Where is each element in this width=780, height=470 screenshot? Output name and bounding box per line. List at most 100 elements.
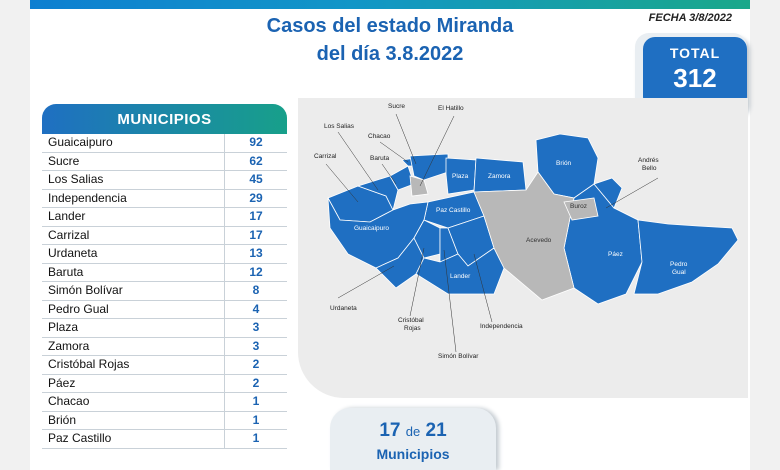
region-pedro-gual [633, 219, 739, 295]
region-acevedo [473, 171, 575, 301]
map-label-andres-bello-1: Andrés [638, 157, 659, 164]
map-panel: Sucre El Hatillo Los Salias Chacao Carri… [298, 98, 748, 398]
map-label-urdaneta: Urdaneta [330, 305, 357, 312]
municipio-cases: 17 [249, 227, 263, 242]
municipio-cases: 62 [249, 153, 263, 168]
table-row: Sucre 62 [42, 152, 287, 171]
municipio-cases: 2 [252, 375, 260, 390]
municipio-cases: 13 [249, 246, 263, 260]
count-label: Municipios [376, 446, 450, 462]
municipios-table: MUNICIPIOS Guaicaipuro 92 Sucre 62 Los Salia… [42, 104, 287, 449]
municipio-cases: 1 [252, 431, 260, 445]
municipio-cases: 3 [252, 320, 260, 334]
region-andres-bello [593, 177, 623, 209]
municipio-cases: 3 [252, 338, 260, 353]
table-row: Zamora 3 [42, 337, 287, 356]
municipio-cases: 1 [252, 412, 260, 427]
table-row: Baruta 12 [42, 263, 287, 282]
map-label-chacao: Chacao [368, 133, 391, 140]
table-row: Cristóbal Rojas 2 [42, 356, 287, 375]
map-label-plaza: Plaza [452, 173, 469, 180]
municipio-cases: 4 [252, 301, 260, 316]
map-label-el-hatillo: El Hatillo [438, 105, 464, 112]
map-label-brion: Brión [556, 160, 572, 167]
table-row: Paz Castillo 1 [42, 430, 287, 449]
municipio-cases: 2 [252, 357, 260, 371]
municipio-name: Cristóbal Rojas [42, 356, 225, 374]
table-row: Brión 1 [42, 411, 287, 430]
municipio-name: Chacao [42, 393, 225, 411]
date-label: FECHA 3/8/2022 [648, 12, 732, 24]
table-row: Pedro Gual 4 [42, 300, 287, 319]
municipio-name: Páez [42, 374, 225, 392]
map-label-paz-castillo: Paz Castillo [436, 207, 471, 214]
municipio-cases: 45 [249, 172, 263, 186]
table-row: Urdaneta 13 [42, 245, 287, 264]
count-line: 17 de 21 [330, 420, 496, 442]
map-label-zamora: Zamora [488, 173, 511, 180]
title-line-2: del día 3.8.2022 [316, 43, 464, 65]
map-label-los-salias: Los Salias [324, 123, 355, 130]
municipio-name: Urdaneta [42, 245, 225, 263]
map-label-carrizal: Carrizal [314, 153, 337, 160]
municipio-cases: 17 [249, 209, 263, 223]
municipio-name: Pedro Gual [42, 300, 225, 318]
municipio-name: Guaicaipuro [42, 134, 225, 152]
map-label-lander: Lander [450, 273, 471, 280]
table-row: Chacao 1 [42, 393, 287, 412]
table-row: Los Salias 45 [42, 171, 287, 190]
municipio-cases: 1 [252, 394, 260, 408]
municipio-name: Los Salias [42, 171, 225, 189]
left-frame [0, 0, 30, 470]
map-label-sucre: Sucre [388, 103, 405, 110]
municipio-name: Lander [42, 208, 225, 226]
municipio-cases: 12 [249, 264, 263, 279]
total-box: TOTAL 312 [643, 37, 747, 109]
count-total: 21 [425, 420, 447, 441]
total-label: TOTAL [669, 45, 721, 61]
municipio-name: Sucre [42, 152, 225, 170]
municipio-cases: 29 [249, 190, 263, 205]
region-el-hatillo [409, 175, 429, 197]
table-row: Plaza 3 [42, 319, 287, 338]
map-label-andres-bello-2: Bello [642, 165, 657, 172]
map-label-acevedo: Acevedo [526, 237, 552, 244]
table-row: Independencia 29 [42, 189, 287, 208]
map-label-pedro-gual-2: Gual [672, 269, 686, 276]
right-frame [750, 0, 780, 470]
map-label-simon-bolivar: Simón Bolívar [438, 353, 479, 360]
table-row: Guaicaipuro 92 [42, 134, 287, 153]
map-label-cristobal-rojas-1: Cristóbal [398, 317, 424, 324]
table-body: Guaicaipuro 92 Sucre 62 Los Salias 45 Independ… [42, 134, 287, 449]
count-connector: de [405, 424, 421, 439]
total-card: TOTAL 312 [635, 33, 747, 115]
map-label-baruta: Baruta [370, 155, 390, 162]
municipio-name: Simón Bolívar [42, 282, 225, 300]
map-label-independencia: Independencia [480, 323, 523, 330]
map-label-paez: Páez [608, 251, 623, 258]
municipio-name: Brión [42, 411, 225, 429]
miranda-map: Sucre El Hatillo Los Salias Chacao Carri… [314, 103, 739, 360]
municipio-name: Plaza [42, 319, 225, 337]
region-buroz [563, 197, 599, 221]
map-label-buroz: Buroz [570, 203, 587, 210]
map-label-pedro-gual-1: Pedro [670, 261, 688, 268]
municipio-name: Baruta [42, 263, 225, 281]
region-los-salias [356, 175, 399, 212]
title-line-1: Casos del estado Miranda [266, 15, 514, 37]
table-row: Simón Bolívar 8 [42, 282, 287, 301]
municipios-count-card: 17 de 21 Municipios [330, 408, 496, 470]
top-banner [30, 0, 750, 9]
municipio-cases: 92 [249, 135, 263, 149]
table-row: Lander 17 [42, 208, 287, 227]
municipio-name: Paz Castillo [42, 430, 225, 448]
table-row: Carrizal 17 [42, 226, 287, 245]
table-row: Páez 2 [42, 374, 287, 393]
municipio-cases: 8 [252, 283, 260, 297]
municipio-name: Zamora [42, 337, 225, 355]
municipio-name: Carrizal [42, 226, 225, 244]
count-value: 17 [379, 420, 401, 441]
map-label-guaicaipuro: Guaicaipuro [354, 225, 389, 232]
map-label-cristobal-rojas-2: Rojas [404, 325, 421, 332]
region-plaza [445, 157, 477, 195]
